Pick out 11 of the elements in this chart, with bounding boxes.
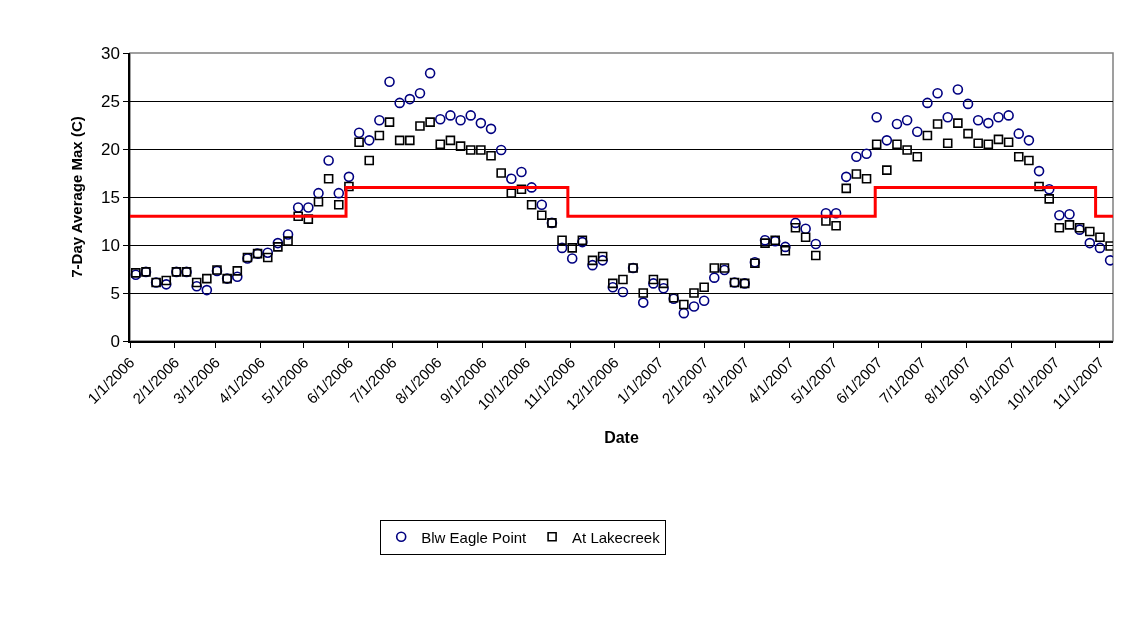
y-tick-label: 0 xyxy=(110,331,120,351)
y-tick-label: 10 xyxy=(100,235,120,255)
y-tick-label: 5 xyxy=(110,283,120,303)
x-axis-title: Date xyxy=(604,429,639,447)
y-tick-label: 30 xyxy=(100,43,120,63)
legend-label: Blw Eagle Point xyxy=(421,528,528,546)
y-tick-label: 25 xyxy=(100,91,120,111)
y-tick-label: 20 xyxy=(100,139,120,159)
legend-label: At Lakecreek xyxy=(572,528,661,546)
y-axis-title: 7-Day Average Max (C) xyxy=(67,116,85,278)
y-tick-label: 15 xyxy=(100,187,120,207)
